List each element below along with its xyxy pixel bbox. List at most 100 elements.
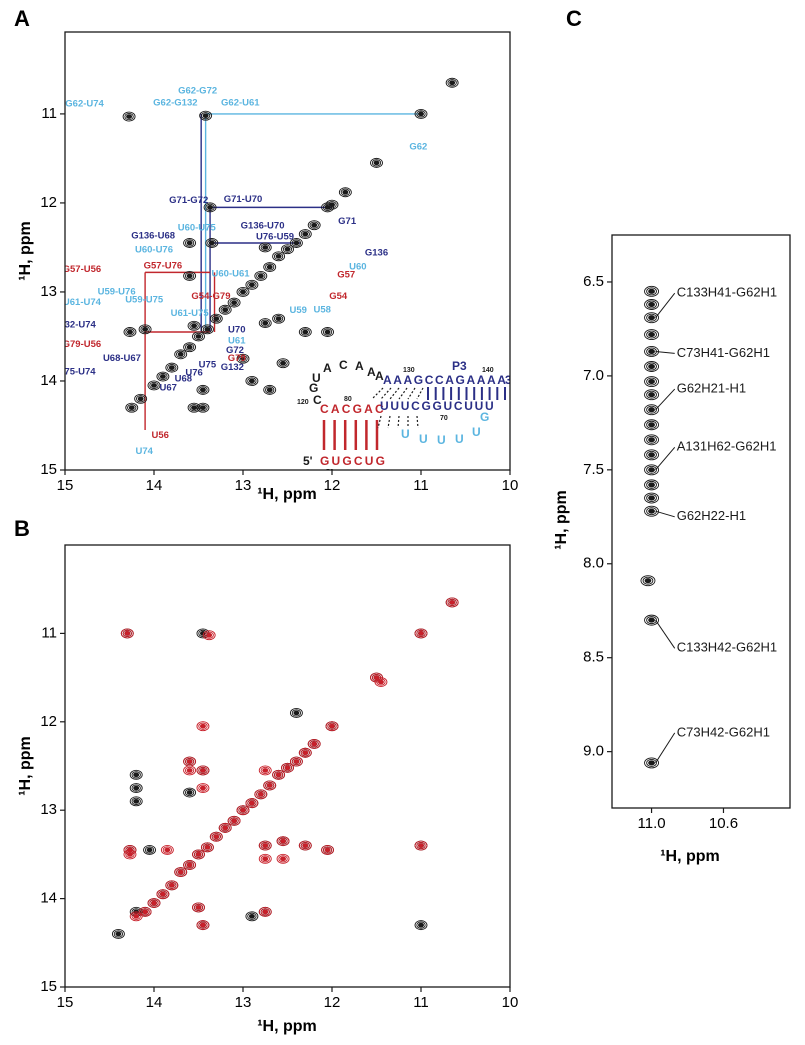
- contour-ring: [414, 628, 428, 639]
- contour-ring: [644, 492, 660, 504]
- contour-ring: [248, 913, 255, 919]
- contour-ring: [260, 841, 270, 850]
- contour-ring: [447, 79, 457, 87]
- peak: [160, 845, 174, 855]
- contour-ring: [167, 881, 177, 889]
- peak-label: G71-U70: [224, 194, 263, 205]
- peak: [258, 840, 272, 851]
- contour-ring: [186, 759, 193, 764]
- contour-ring: [123, 327, 137, 337]
- contour-ring: [196, 384, 210, 395]
- y-tick-label: 7.5: [583, 461, 604, 478]
- base-pair-dashed: [416, 387, 424, 400]
- peak: [258, 318, 272, 329]
- contour-ring: [198, 404, 208, 412]
- contour-ring: [202, 843, 213, 851]
- contour-ring: [184, 861, 195, 869]
- contour-ring: [646, 287, 657, 296]
- contour-ring: [183, 787, 197, 798]
- contour-ring: [644, 419, 660, 431]
- peak: [227, 297, 241, 308]
- contour-ring: [302, 750, 309, 756]
- peak: [289, 708, 303, 718]
- contour-ring: [416, 841, 426, 850]
- contour-ring: [146, 847, 153, 853]
- contour-ring: [265, 386, 275, 394]
- structure-text: GUGCUG: [320, 454, 387, 468]
- peak: [258, 242, 272, 253]
- contour-ring: [414, 840, 428, 851]
- peak: [272, 769, 286, 780]
- contour-ring: [113, 930, 124, 938]
- peak: [644, 492, 660, 504]
- peak-label: G62H22-H1: [677, 508, 746, 523]
- contour-ring: [245, 279, 259, 290]
- contour-ring: [263, 262, 277, 272]
- contour-ring: [449, 80, 456, 86]
- peak-label: U60-U75: [178, 222, 217, 233]
- contour-ring: [143, 845, 157, 855]
- structure-text: UUUCGGUCUUU: [380, 399, 495, 413]
- peak-label: U61-U75: [171, 308, 210, 319]
- contour-ring: [644, 479, 660, 491]
- peak: [200, 324, 214, 335]
- contour-ring: [280, 856, 287, 862]
- peak-label: A131H62-G62H1: [677, 439, 777, 454]
- contour-ring: [263, 780, 277, 791]
- contour-ring: [276, 358, 290, 369]
- panel-2: C133H41-G62H1 C73H41-G62H1 G62H21-H1 A131H6…: [553, 6, 791, 865]
- contour-ring: [648, 617, 655, 623]
- contour-ring: [307, 738, 321, 749]
- contour-ring: [160, 845, 174, 855]
- contour-ring: [281, 762, 294, 773]
- contour-ring: [142, 909, 149, 915]
- structure-text: U: [312, 371, 321, 385]
- contour-ring: [325, 721, 339, 732]
- peak: [134, 393, 148, 404]
- contour-ring: [213, 834, 220, 840]
- contour-ring: [646, 465, 657, 474]
- structure-text: U: [472, 425, 481, 439]
- peak: [227, 815, 241, 826]
- peak: [200, 842, 214, 853]
- contour-ring: [302, 329, 309, 335]
- contour-ring: [165, 362, 179, 373]
- peak-label: U74: [135, 446, 153, 457]
- contour-ring: [123, 849, 137, 860]
- contour-ring: [265, 263, 275, 271]
- peak-label: U58: [313, 304, 330, 315]
- peak: [174, 867, 188, 878]
- peak: [165, 362, 179, 373]
- contour-ring: [209, 831, 223, 842]
- contour-ring: [191, 323, 198, 329]
- contour-ring: [646, 300, 657, 309]
- contour-ring: [646, 758, 657, 767]
- contour-ring: [183, 860, 197, 870]
- x-tick-label: 10: [502, 994, 519, 1011]
- contour-ring: [167, 364, 177, 372]
- contour-ring: [302, 843, 309, 848]
- peak: [414, 628, 428, 639]
- peak-label: G71: [338, 216, 357, 227]
- contour-ring: [140, 908, 150, 916]
- contour-ring: [158, 890, 168, 898]
- peak: [644, 299, 660, 310]
- contour-ring: [207, 205, 214, 210]
- peak: [289, 238, 303, 248]
- peak-label: U56: [152, 430, 169, 441]
- x-tick-label: 15: [57, 994, 74, 1011]
- contour-ring: [374, 677, 388, 687]
- peak: [218, 822, 232, 833]
- y-tick-label: 12: [40, 194, 57, 211]
- contour-ring: [199, 768, 206, 773]
- contour-ring: [156, 889, 170, 900]
- leader-line: [655, 732, 676, 764]
- contour-ring: [205, 203, 215, 211]
- contour-ring: [260, 908, 270, 916]
- contour-ring: [168, 883, 175, 888]
- contour-ring: [127, 404, 137, 412]
- contour-ring: [183, 342, 197, 353]
- contour-ring: [648, 422, 655, 428]
- contour-ring: [414, 108, 428, 119]
- contour-ring: [644, 449, 660, 461]
